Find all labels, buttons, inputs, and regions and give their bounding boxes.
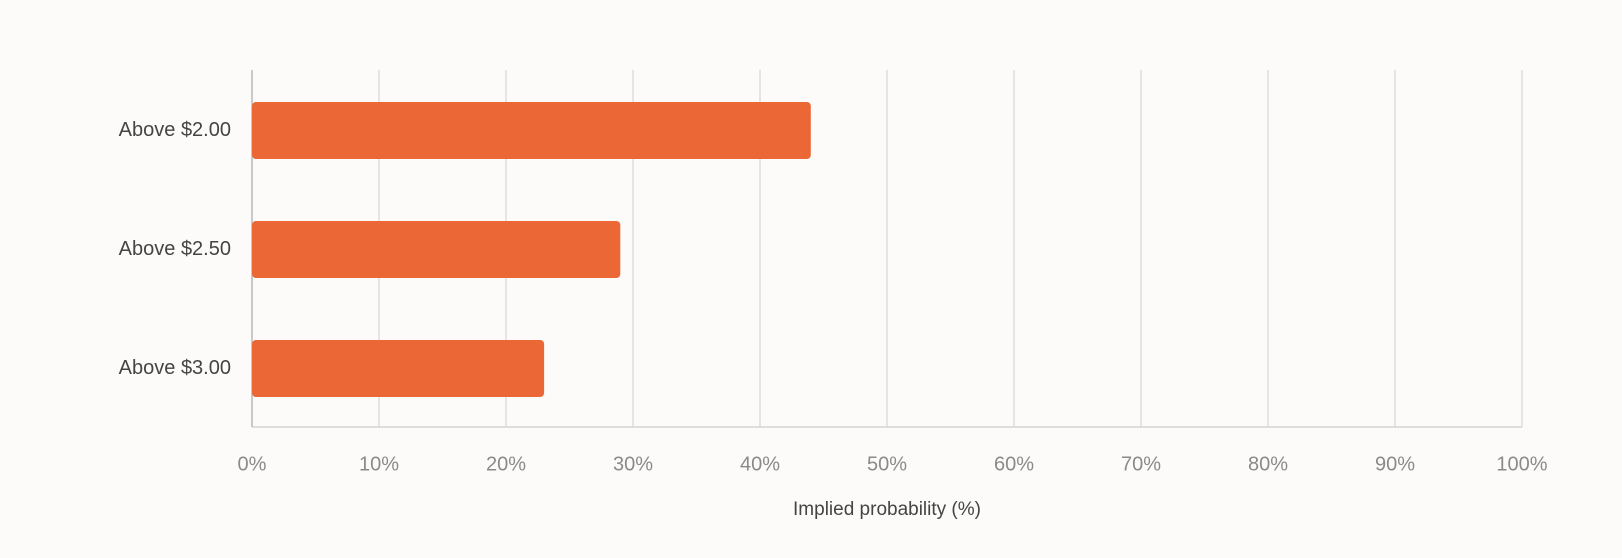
x-tick-label: 60% bbox=[994, 453, 1034, 475]
x-tick-label: 70% bbox=[1121, 453, 1161, 475]
bar bbox=[252, 340, 545, 397]
bar bbox=[252, 102, 811, 159]
bar bbox=[252, 221, 621, 278]
x-tick-label: 50% bbox=[867, 453, 907, 475]
x-tick-label: 30% bbox=[613, 453, 653, 475]
x-tick-label: 100% bbox=[1496, 453, 1547, 475]
x-tick-label: 0% bbox=[238, 453, 267, 475]
x-tick-label: 90% bbox=[1375, 453, 1415, 475]
y-tick-label: Above $3.00 bbox=[119, 357, 231, 379]
y-tick-label: Above $2.50 bbox=[119, 238, 231, 260]
y-tick-label: Above $2.00 bbox=[119, 119, 231, 141]
x-axis-title: Implied probability (%) bbox=[793, 499, 981, 520]
x-tick-label: 20% bbox=[486, 453, 526, 475]
x-tick-label: 10% bbox=[359, 453, 399, 475]
x-tick-label: 40% bbox=[740, 453, 780, 475]
x-tick-label: 80% bbox=[1248, 453, 1288, 475]
